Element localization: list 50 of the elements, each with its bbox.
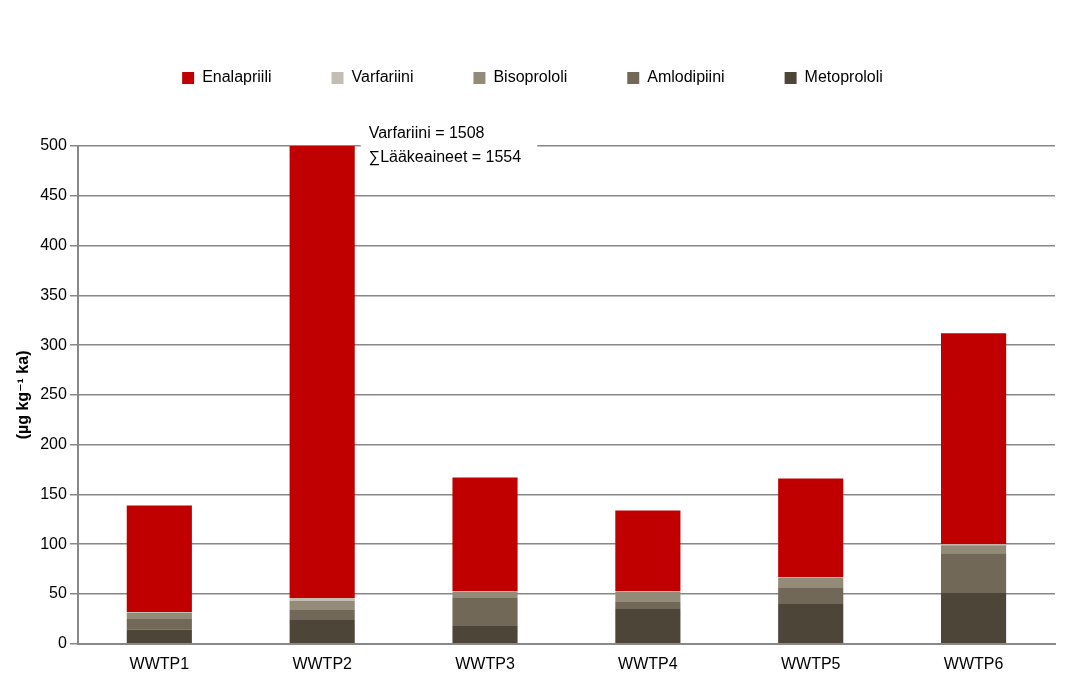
y-tick-label: 300 bbox=[40, 335, 67, 353]
bar bbox=[615, 592, 681, 602]
bar bbox=[289, 619, 355, 644]
legend-label: Varfariini bbox=[351, 68, 414, 86]
bar bbox=[615, 608, 681, 644]
y-tick-label: 0 bbox=[57, 634, 67, 652]
bar bbox=[289, 146, 355, 598]
x-tick-label: WWTP1 bbox=[129, 654, 190, 672]
bar bbox=[452, 625, 518, 644]
legend-label: Metoprololi bbox=[804, 68, 883, 86]
y-tick-label: 450 bbox=[40, 186, 67, 204]
bar bbox=[615, 510, 681, 592]
x-tick-label: WWTP2 bbox=[292, 654, 353, 672]
bar bbox=[941, 593, 1007, 644]
bar bbox=[941, 553, 1007, 594]
y-axis-title: (µg kg⁻¹ ka) bbox=[14, 350, 32, 440]
y-tick-label: 100 bbox=[40, 534, 67, 552]
y-tick-label: 350 bbox=[40, 285, 67, 303]
x-tick-label: WWTP3 bbox=[455, 654, 515, 672]
y-tick-label: 400 bbox=[40, 235, 67, 253]
bar bbox=[941, 333, 1007, 545]
bar bbox=[126, 505, 192, 612]
y-tick-label: 200 bbox=[40, 435, 67, 453]
y-tick-label: 150 bbox=[40, 484, 67, 502]
bar bbox=[615, 601, 681, 609]
bar bbox=[452, 592, 518, 598]
bar bbox=[289, 598, 355, 601]
x-tick-label: WWTP6 bbox=[943, 654, 1004, 672]
y-tick-label: 250 bbox=[40, 385, 67, 403]
bar bbox=[289, 600, 355, 610]
bar bbox=[126, 612, 192, 619]
legend-label: Enalapriili bbox=[202, 68, 272, 86]
text: Varfariini = 1508 bbox=[368, 124, 485, 142]
bar bbox=[778, 478, 844, 578]
legend-label: Bisoprololi bbox=[493, 68, 568, 86]
bar bbox=[452, 598, 518, 626]
bar bbox=[778, 603, 844, 644]
bar bbox=[126, 618, 192, 630]
bar bbox=[778, 578, 844, 589]
x-tick-label: WWTP4 bbox=[618, 654, 678, 672]
x-tick-label: WWTP5 bbox=[780, 654, 841, 672]
bar bbox=[126, 629, 192, 644]
annotation: ∑Lääkeaineet = 1554 bbox=[368, 148, 522, 167]
y-tick-label: 50 bbox=[49, 584, 67, 602]
y-tick-label: 500 bbox=[40, 136, 67, 154]
bar bbox=[778, 588, 844, 604]
bar bbox=[941, 545, 1007, 554]
bar bbox=[452, 477, 518, 592]
bar bbox=[289, 609, 355, 620]
legend-label: Amlodipiini bbox=[647, 68, 725, 86]
